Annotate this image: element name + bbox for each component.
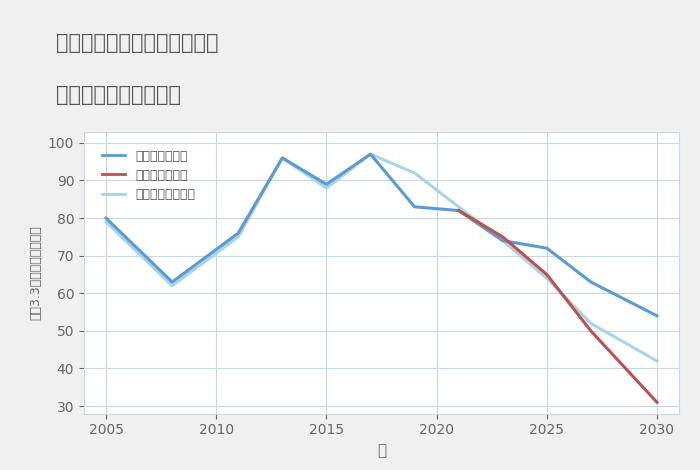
グッドシナリオ	[234, 230, 242, 236]
グッドシナリオ	[498, 238, 507, 243]
グッドシナリオ	[454, 208, 463, 213]
グッドシナリオ	[102, 215, 110, 221]
ノーマルシナリオ	[542, 275, 551, 281]
Legend: グッドシナリオ, バッドシナリオ, ノーマルシナリオ: グッドシナリオ, バッドシナリオ, ノーマルシナリオ	[96, 143, 201, 207]
バッドシナリオ	[454, 208, 463, 213]
グッドシナリオ	[587, 279, 595, 285]
グッドシナリオ	[322, 181, 330, 187]
ノーマルシナリオ	[366, 151, 375, 157]
Line: バッドシナリオ: バッドシナリオ	[458, 211, 657, 402]
バッドシナリオ	[542, 272, 551, 277]
ノーマルシナリオ	[653, 358, 662, 364]
グッドシナリオ	[278, 155, 286, 161]
バッドシナリオ	[653, 400, 662, 405]
ノーマルシナリオ	[410, 170, 419, 176]
X-axis label: 年: 年	[377, 443, 386, 458]
グッドシナリオ	[653, 313, 662, 319]
グッドシナリオ	[168, 279, 176, 285]
ノーマルシナリオ	[102, 219, 110, 225]
グッドシナリオ	[366, 151, 375, 157]
ノーマルシナリオ	[454, 204, 463, 210]
ノーマルシナリオ	[234, 234, 242, 240]
Text: 中古戸建ての価格推移: 中古戸建ての価格推移	[56, 85, 181, 105]
グッドシナリオ	[410, 204, 419, 210]
ノーマルシナリオ	[498, 238, 507, 243]
グッドシナリオ	[542, 245, 551, 251]
ノーマルシナリオ	[278, 155, 286, 161]
ノーマルシナリオ	[322, 185, 330, 191]
バッドシナリオ	[498, 234, 507, 240]
Line: ノーマルシナリオ: ノーマルシナリオ	[106, 154, 657, 361]
Text: 兵庫県たつの市龍野町富永の: 兵庫県たつの市龍野町富永の	[56, 33, 218, 53]
ノーマルシナリオ	[587, 321, 595, 326]
Line: グッドシナリオ: グッドシナリオ	[106, 154, 657, 316]
ノーマルシナリオ	[168, 283, 176, 289]
Y-axis label: 坪（3.3㎡）単価（万円）: 坪（3.3㎡）単価（万円）	[29, 225, 42, 320]
バッドシナリオ	[587, 328, 595, 334]
